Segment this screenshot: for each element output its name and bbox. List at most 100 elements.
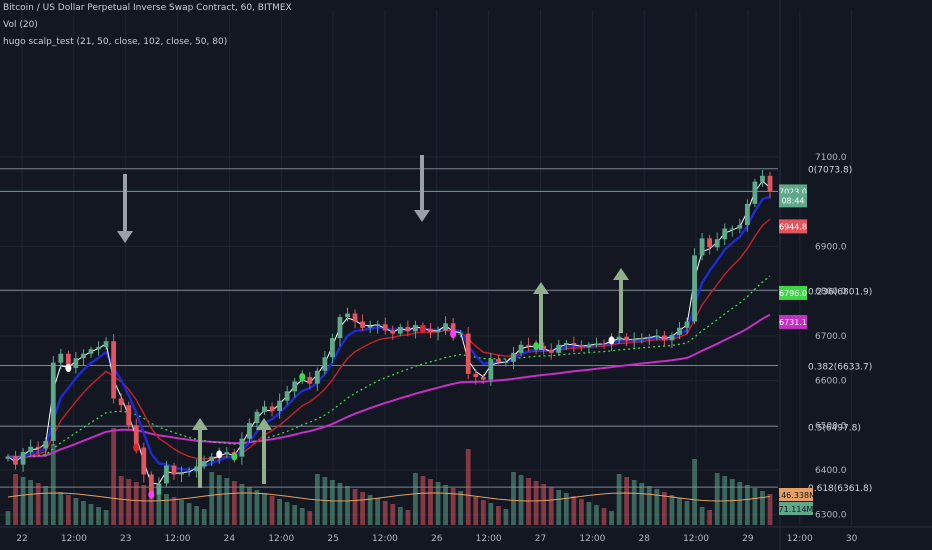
volume-bar [171,497,177,525]
candle-body [729,228,735,230]
candle-body [148,474,154,495]
ema-slow-line [7,218,771,460]
candle-body [277,400,283,411]
candle-body [322,357,328,371]
candle-body [209,456,215,462]
volume-bar [752,488,758,525]
candle-body [616,336,622,341]
candle-body [96,347,101,350]
candle-body [556,344,562,353]
time-tick-label: 12:00 [787,534,813,544]
candle-body [541,346,547,351]
volume-bar [292,505,298,525]
price-axis[interactable]: 7100.0 6900.0 6800.0 6700.0 6600.0 6500.0 6400… [776,0,847,550]
signal-marker [216,450,223,459]
time-tick-label: 12:00 [476,534,502,544]
price-tick-label: 6600.0 [815,377,847,387]
volume-bar [247,487,252,525]
candle-body [262,406,267,412]
candle-body [269,406,275,411]
volume-bar [65,495,71,525]
candle-body [382,324,388,331]
volume-bar [58,492,64,525]
time-axis[interactable]: 22 12:00 23 12:00 24 12:00 25 12:00 26 12:00 27 12:… [0,526,932,544]
volume-label-text: 71.114M [779,505,814,514]
volume-bar [714,473,720,525]
price-label-box [779,193,807,208]
candle-body [480,376,486,380]
candle-body [601,343,607,345]
volume-bar [443,485,448,525]
candle-body [360,321,365,328]
price-label-text: 08:44 [781,196,804,205]
volume-bar [473,497,479,525]
time-tick-label: 24 [224,534,236,544]
volume-bar [96,507,101,525]
volume-bar [639,483,645,525]
volume-bar [209,472,215,525]
volume-bar [231,481,237,525]
candle-body [511,352,516,362]
volume-bar [141,485,147,525]
volume-bar [737,482,743,525]
volume-bar [518,475,524,525]
volume-bar [352,489,358,525]
volume-bar [345,486,350,525]
volume-bar [526,478,531,525]
volume-bar [563,493,569,525]
grid [0,10,853,525]
volume-bar [73,498,79,525]
time-tick-label: 29 [742,534,754,544]
volume-bar [194,506,200,525]
candles [5,169,773,502]
volume-bar [578,499,584,525]
candle-body [35,446,41,449]
volume-bar [428,479,433,525]
volume-bar [224,478,230,525]
custom-indicator-legend[interactable]: hugo scalp_test (21, 50, close, 102, clo… [3,37,228,47]
volume-bar [760,491,765,525]
time-tick-label: 22 [16,534,27,544]
volume-indicator-legend[interactable]: Vol (20) [3,20,38,30]
volume-bar [699,507,705,525]
up-arrow-head [613,268,629,280]
volume-bar [692,459,697,525]
price-label-box [779,219,807,234]
volume-bar [322,477,328,525]
signal-marker [533,342,540,351]
candle-body [201,461,207,467]
volume-bar [556,490,562,525]
candle-body [692,255,697,322]
time-tick-label: 26 [431,534,443,544]
volume-bar [216,475,222,525]
candle-body [133,425,139,448]
symbol-legend[interactable]: Bitcoin / US Dollar Perpetual Inverse Sw… [3,3,292,13]
candle-body [488,359,494,380]
candle-body [661,335,667,341]
volume-bar [284,502,290,525]
volume-bar [35,483,41,525]
candle-body [314,370,320,384]
fib-level-label: 0.618(6361.8) [808,484,872,494]
candle-body [179,472,184,475]
candle-body [450,323,456,335]
time-tick-label: 27 [535,534,546,544]
volume-bar [503,509,509,525]
candle-body [571,343,577,345]
candle-body [292,381,298,392]
ema-mid-line [7,195,771,472]
volume-bar [13,474,18,525]
candle-body [677,327,682,335]
volume-bar [541,484,547,525]
candle-body [43,440,49,449]
volume-bar [126,479,132,525]
volume-bar [480,500,486,525]
volume-bar [744,485,750,525]
volume-bar [103,510,109,525]
time-tick-label: 12:00 [372,534,398,544]
volume-ma-line [7,492,771,502]
volume-bar [616,474,622,525]
volume-bar [164,494,169,525]
candle-body [307,376,313,384]
